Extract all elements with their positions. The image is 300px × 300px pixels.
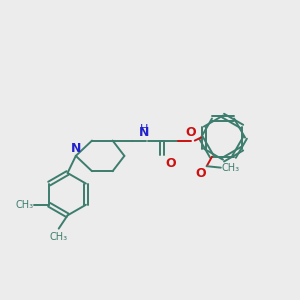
- Text: H: H: [140, 124, 148, 134]
- Text: O: O: [166, 157, 176, 170]
- Text: CH₃: CH₃: [50, 232, 68, 242]
- Text: N: N: [139, 126, 150, 139]
- Text: CH₃: CH₃: [16, 200, 34, 210]
- Text: CH₃: CH₃: [222, 163, 240, 173]
- Text: O: O: [196, 167, 206, 180]
- Text: N: N: [70, 142, 81, 155]
- Text: O: O: [186, 125, 196, 139]
